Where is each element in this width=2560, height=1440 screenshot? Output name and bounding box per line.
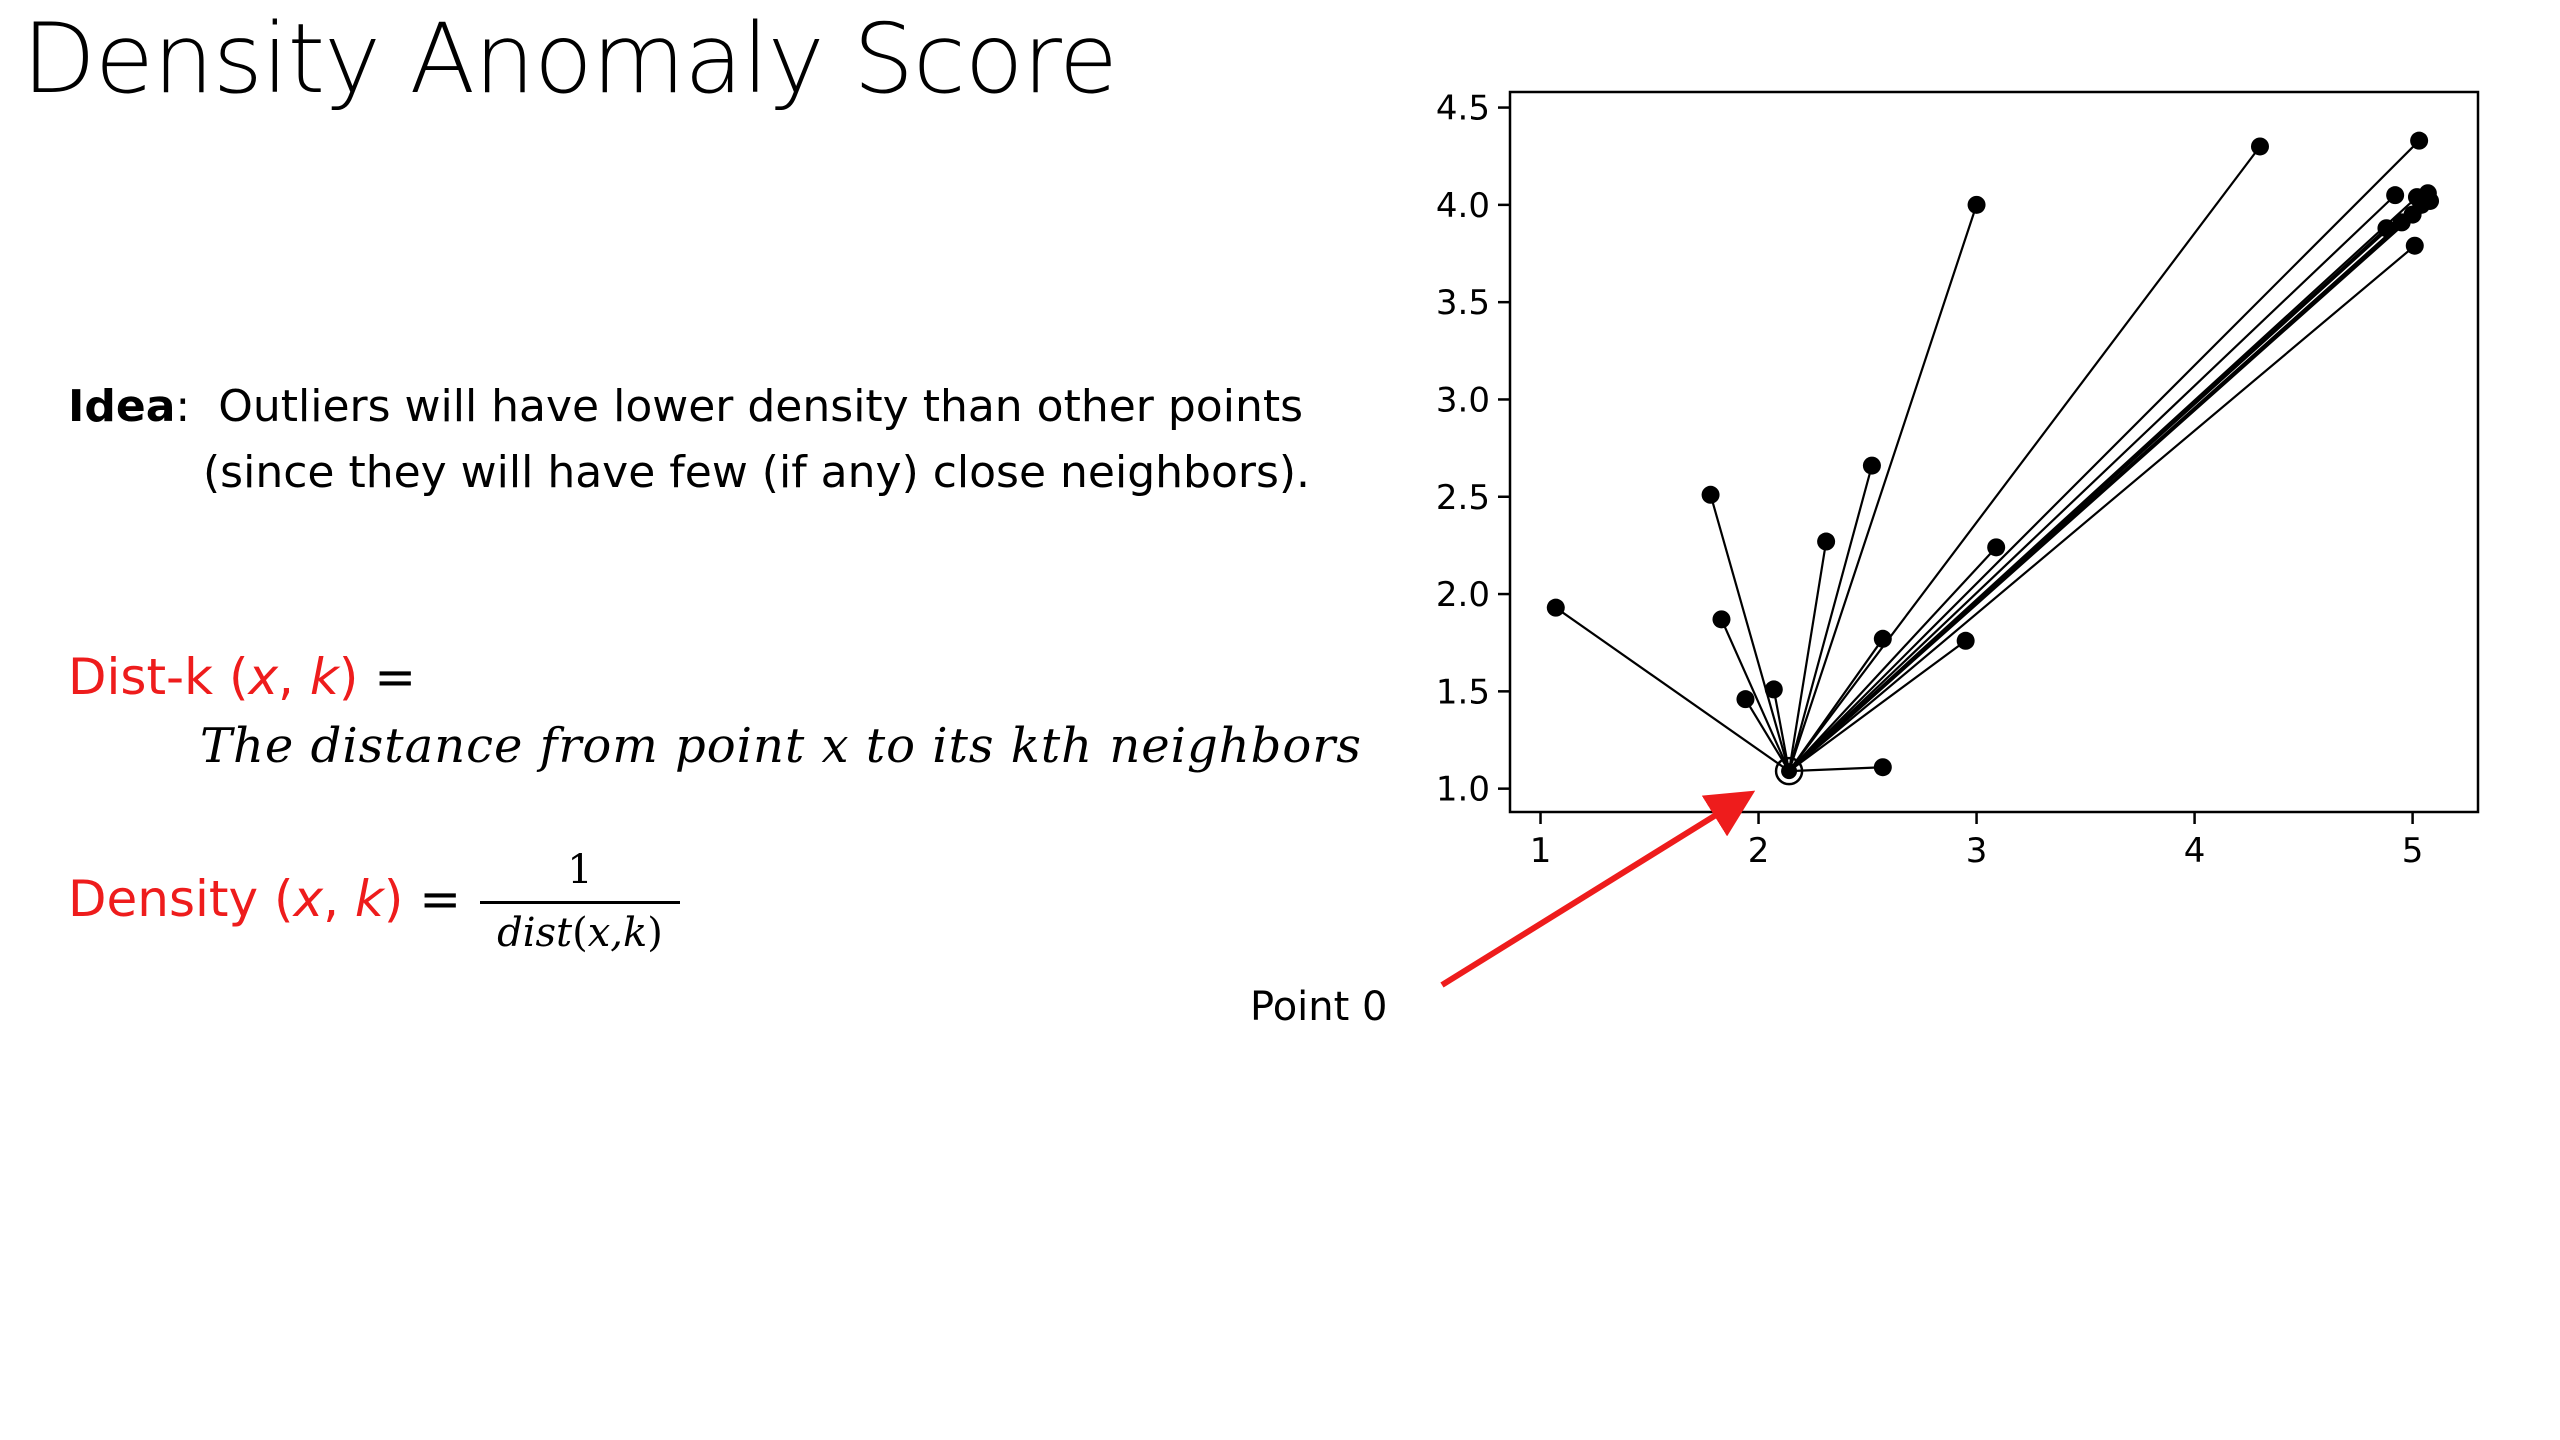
data-points bbox=[1546, 131, 2440, 786]
neighbor-line bbox=[1788, 192, 2429, 772]
y-tick-label: 4.0 bbox=[1436, 186, 1490, 226]
data-point bbox=[1862, 456, 1881, 475]
x-tick-label: 2 bbox=[1748, 831, 1770, 871]
chart-axes: 1 2 3 4 5 1.0 1.5 2.0 2.5 3.0 3.5 4.0 4.5 bbox=[1436, 89, 2480, 871]
neighbor-line bbox=[1788, 244, 2416, 772]
x-tick-label: 1 bbox=[1530, 831, 1552, 871]
y-tick-label: 1.5 bbox=[1436, 672, 1490, 712]
neighbor-line bbox=[1789, 766, 1883, 773]
point-0-marker bbox=[1781, 763, 1798, 780]
dist-k-close: ) bbox=[338, 648, 359, 706]
neighbor-line bbox=[1788, 204, 1978, 772]
data-point bbox=[1873, 629, 1892, 648]
density-definition: Density (x, k) = bbox=[68, 870, 461, 928]
y-tick-label: 1.0 bbox=[1436, 770, 1490, 810]
idea-colon: : bbox=[175, 381, 191, 432]
dist-k-open: ( bbox=[213, 648, 249, 706]
y-tick-label: 3.0 bbox=[1436, 380, 1490, 420]
plot-frame bbox=[1508, 90, 2480, 814]
neighbor-lines bbox=[1555, 139, 2431, 773]
dist-k-comma: , bbox=[278, 648, 310, 706]
denominator-func: dist bbox=[497, 910, 573, 956]
density-x: x bbox=[293, 870, 324, 928]
neighbor-line bbox=[1788, 200, 2431, 772]
data-point bbox=[1712, 610, 1731, 629]
denominator-args: x,k bbox=[587, 910, 648, 956]
data-point bbox=[1736, 690, 1755, 709]
neighbor-line bbox=[1788, 639, 1967, 773]
point-0-ring bbox=[1774, 756, 1804, 786]
denominator-open-paren: ( bbox=[572, 910, 588, 956]
density-name: Density bbox=[68, 870, 259, 928]
data-point bbox=[2405, 236, 2424, 255]
data-point bbox=[1956, 631, 1975, 650]
density-fraction: 1 dist(x,k) bbox=[480, 845, 680, 958]
dist-k-name: Dist-k bbox=[68, 648, 214, 706]
fraction-numerator: 1 bbox=[567, 847, 593, 893]
neighbor-line bbox=[1720, 618, 1791, 772]
y-tick-label: 4.5 bbox=[1436, 89, 1490, 129]
density-k: k bbox=[354, 870, 384, 928]
neighbor-line bbox=[1555, 606, 1790, 773]
point-0-arrow bbox=[1440, 790, 1756, 988]
dist-k-x: x bbox=[248, 648, 279, 706]
fraction-bar bbox=[480, 901, 680, 904]
dist-k-definition: Dist-k (x, k) = bbox=[68, 648, 416, 706]
data-point bbox=[2386, 186, 2405, 205]
y-tick-label: 3.5 bbox=[1436, 283, 1490, 323]
denominator-close-paren: ) bbox=[647, 910, 663, 956]
neighbor-line bbox=[1788, 546, 1997, 772]
dist-k-k: k bbox=[309, 648, 339, 706]
x-tick-label: 3 bbox=[1966, 831, 1988, 871]
density-equals: = bbox=[403, 870, 462, 928]
slide-title: Density Anomaly Score bbox=[22, 3, 1118, 115]
data-point bbox=[2377, 219, 2396, 238]
dist-k-description: The distance from point x to its kth nei… bbox=[200, 718, 1362, 774]
density-comma: , bbox=[323, 870, 355, 928]
dist-k-equals: = bbox=[358, 648, 417, 706]
x-tick-label: 4 bbox=[2184, 831, 2206, 871]
data-point bbox=[1546, 598, 1565, 617]
data-point bbox=[2250, 137, 2269, 156]
data-point bbox=[1987, 538, 2006, 557]
data-point bbox=[1967, 195, 1986, 214]
density-close: ) bbox=[383, 870, 404, 928]
data-point bbox=[1764, 680, 1783, 699]
neighbor-line bbox=[1788, 145, 2261, 772]
data-point bbox=[1817, 532, 1836, 551]
neighbor-line bbox=[1788, 139, 2420, 772]
idea-block: Idea: Outliers will have lower density t… bbox=[68, 374, 1310, 506]
neighbor-line bbox=[1788, 465, 1873, 772]
data-point bbox=[2410, 131, 2429, 150]
density-open: ( bbox=[258, 870, 294, 928]
neighbor-line bbox=[1788, 194, 2396, 772]
data-point bbox=[2421, 191, 2440, 210]
y-tick-label: 2.0 bbox=[1436, 575, 1490, 615]
neighbor-line bbox=[1787, 541, 1828, 772]
idea-line-1: Idea: Outliers will have lower density t… bbox=[68, 374, 1310, 440]
x-tick-label: 5 bbox=[2402, 831, 2424, 871]
point-0-label: Point 0 bbox=[1250, 984, 1387, 1030]
neighbor-line bbox=[1709, 494, 1791, 772]
idea-text-1: Outliers will have lower density than ot… bbox=[218, 381, 1304, 432]
idea-label: Idea bbox=[68, 381, 176, 432]
fraction-denominator: dist(x,k) bbox=[480, 908, 680, 958]
idea-line-2: (since they will have few (if any) close… bbox=[203, 447, 1311, 498]
data-point bbox=[1873, 758, 1892, 777]
data-point bbox=[1701, 485, 1720, 504]
y-tick-label: 2.5 bbox=[1436, 478, 1490, 518]
